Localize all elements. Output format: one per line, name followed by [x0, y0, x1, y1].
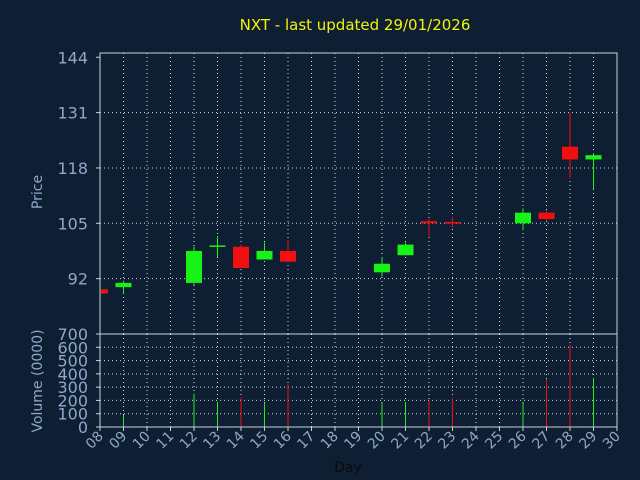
candle-body [101, 289, 108, 294]
candle-body [280, 250, 296, 262]
price-tick-label: 144 [57, 48, 88, 67]
volume-axis-label: Volume (0000) [30, 329, 46, 432]
candle-body [209, 245, 226, 247]
price-tick-label: 118 [57, 159, 88, 178]
volume-tick-label: 600 [57, 338, 88, 357]
candle-body [538, 212, 555, 220]
price-tick-label: 92 [68, 270, 88, 289]
price-tick-label: 131 [57, 104, 88, 123]
candle-body [186, 250, 202, 283]
candle-body [421, 221, 437, 224]
candle-body [585, 155, 602, 160]
x-axis-ticks: 08 09 10 11 12 13 14 15 16 17 18 19 20 21 22 23 24 25 26 27… [83, 427, 624, 452]
price-y-ticks: 92 105 118 131 144 [57, 48, 100, 289]
candle-body [233, 246, 249, 269]
volume-tick-label: 500 [57, 352, 88, 371]
price-candles [99, 112, 602, 294]
candle-body [256, 250, 273, 260]
volume-bars [123, 344, 594, 427]
candle-body [562, 146, 578, 160]
candle-body [374, 263, 390, 273]
volume-panel-frame [99, 333, 618, 428]
volume-tick-label: 200 [57, 391, 88, 410]
candle-body [444, 222, 461, 224]
price-axis-label: Price [30, 175, 46, 209]
price-tick-label: 105 [57, 214, 88, 233]
volume-tick-label: 400 [57, 365, 88, 384]
volume-tick-label: 100 [57, 405, 88, 424]
candle-body [397, 244, 414, 256]
candle-body [115, 282, 132, 288]
chart-title: NXT - last updated 29/01/2026 [240, 16, 471, 34]
volume-tick-label: 0 [78, 418, 88, 437]
volume-tick-label: 700 [57, 325, 88, 344]
price-gridlines [100, 53, 617, 334]
volume-tick-label: 300 [57, 378, 88, 397]
x-axis-label: Day [334, 460, 362, 476]
candle-body [515, 212, 531, 224]
